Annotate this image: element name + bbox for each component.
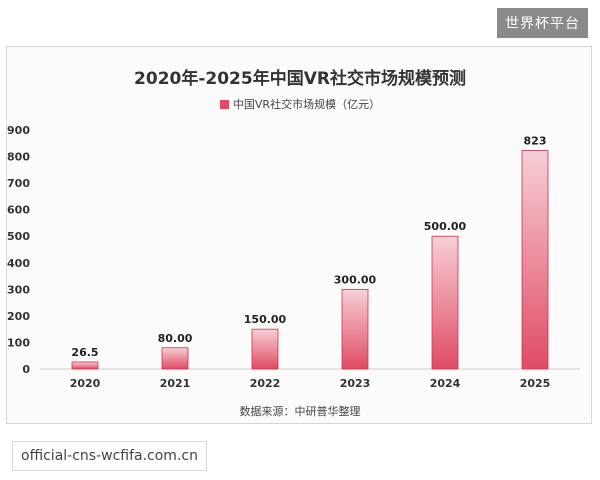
site-badge: 世界杯平台 bbox=[497, 8, 588, 38]
bar-value-label: 80.00 bbox=[158, 332, 193, 345]
y-tick-label: 200 bbox=[7, 310, 30, 323]
bar-value-label: 150.00 bbox=[244, 313, 287, 326]
y-tick-label: 600 bbox=[7, 204, 30, 217]
chart-title: 2020年-2025年中国VR社交市场规模预测 bbox=[134, 69, 466, 89]
y-tick-label: 0 bbox=[22, 363, 30, 376]
bar-value-label: 823 bbox=[524, 134, 547, 147]
bar bbox=[161, 347, 189, 370]
y-tick-label: 900 bbox=[7, 124, 30, 137]
x-tick-label: 2024 bbox=[430, 377, 461, 390]
bar bbox=[431, 235, 459, 370]
data-source-note: 数据来源：中研普华整理 bbox=[239, 405, 361, 418]
bar-value-label: 300.00 bbox=[334, 273, 377, 286]
chart-frame bbox=[6, 46, 592, 424]
bar bbox=[341, 288, 369, 370]
chart-legend: 中国VR社交市场规模（亿元） bbox=[0, 96, 600, 112]
y-tick-label: 700 bbox=[7, 177, 30, 190]
y-tick-label: 500 bbox=[7, 230, 30, 243]
bar-value-label: 26.5 bbox=[71, 346, 98, 359]
bar bbox=[251, 328, 279, 370]
x-tick-label: 2020 bbox=[70, 377, 101, 390]
y-tick-label: 800 bbox=[7, 151, 30, 164]
y-tick-label: 100 bbox=[7, 336, 30, 349]
bar-value-label: 500.00 bbox=[424, 220, 467, 233]
bar bbox=[71, 361, 99, 370]
x-tick-label: 2021 bbox=[160, 377, 191, 390]
legend-swatch bbox=[219, 100, 229, 109]
bar bbox=[521, 150, 549, 370]
legend-label: 中国VR社交市场规模（亿元） bbox=[232, 98, 381, 111]
y-tick-label: 300 bbox=[7, 283, 30, 296]
x-tick-label: 2023 bbox=[340, 377, 371, 390]
x-tick-label: 2025 bbox=[520, 377, 551, 390]
x-tick-label: 2022 bbox=[250, 377, 281, 390]
site-url-label[interactable]: official-cns-wcfifa.com.cn bbox=[12, 441, 207, 471]
y-tick-label: 400 bbox=[7, 257, 30, 270]
